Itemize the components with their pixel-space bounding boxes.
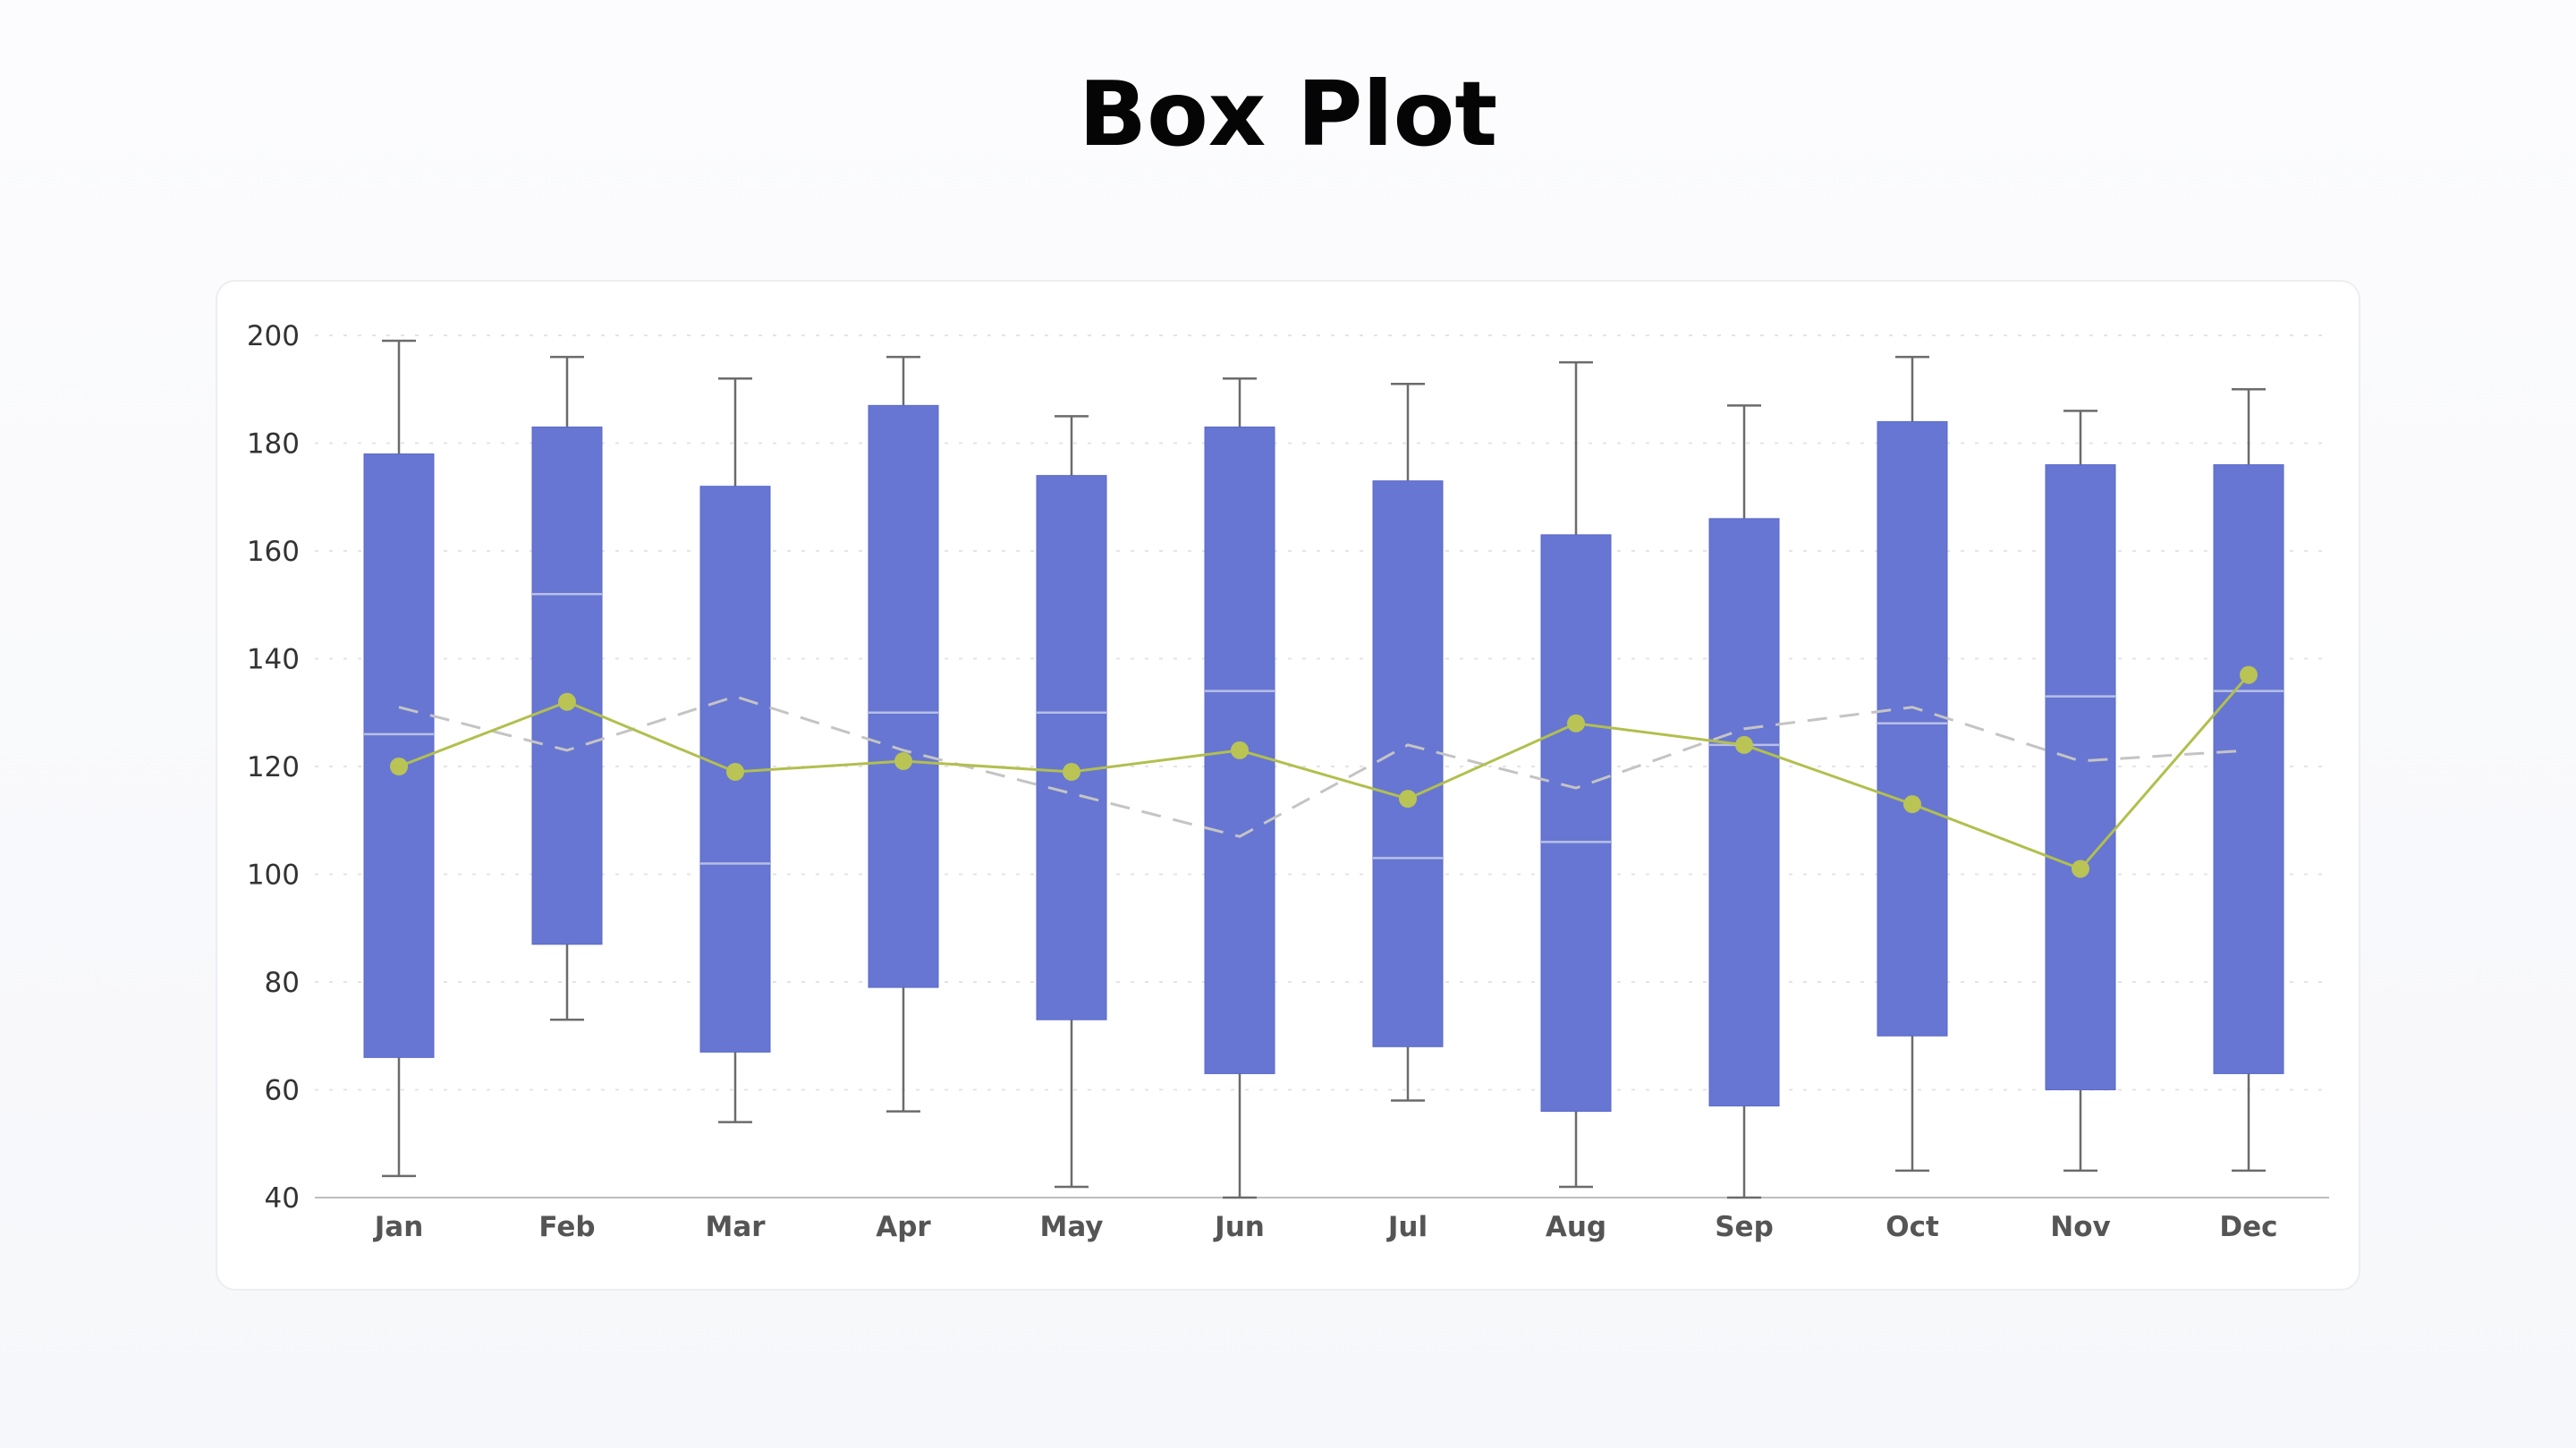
- line-series-point: [1399, 790, 1417, 809]
- x-category-label: May: [1039, 1211, 1103, 1243]
- x-category-label: Jan: [373, 1211, 424, 1243]
- y-tick-label: 100: [247, 859, 300, 892]
- line-series-point: [1063, 763, 1080, 782]
- box-feb: [531, 355, 603, 1021]
- y-tick-label: 140: [247, 644, 300, 676]
- line-series-path: [398, 673, 2250, 871]
- x-category-label: Apr: [876, 1211, 931, 1243]
- boxes: [363, 339, 2284, 1199]
- line-series-point: [390, 758, 408, 775]
- line-series-point: [2240, 665, 2258, 684]
- line-series-point: [1735, 735, 1753, 754]
- box-apr: [868, 355, 939, 1113]
- box-iqr: [363, 453, 435, 1058]
- box-iqr: [1540, 534, 1612, 1113]
- box-jun: [1204, 377, 1275, 1199]
- y-tick-label: 160: [247, 536, 300, 568]
- box-iqr: [868, 404, 939, 988]
- box-may: [1036, 415, 1107, 1189]
- box-iqr: [2045, 464, 2116, 1091]
- box-plot-chart: 40 60 80 100 120 140 160 180 200 Jan Feb Mar Apr May…: [247, 320, 2329, 1243]
- line-series-point: [1231, 741, 1249, 759]
- box-aug: [1540, 360, 1612, 1189]
- box-iqr: [1708, 518, 1780, 1107]
- box-sep: [1708, 404, 1780, 1199]
- box-jul: [1372, 382, 1444, 1102]
- x-axis-category-labels: Jan Feb Mar Apr May Jun Jul Aug Sep Oct Nov Dec: [373, 1211, 2278, 1243]
- line-series-point: [726, 763, 744, 782]
- line-series-point: [1903, 795, 1921, 814]
- x-category-label: Aug: [1546, 1211, 1606, 1243]
- y-tick-label: 40: [265, 1182, 300, 1215]
- line-series-point: [2072, 859, 2089, 878]
- box-nov: [2045, 410, 2116, 1173]
- box-iqr: [1036, 475, 1107, 1020]
- line-series-point: [558, 692, 576, 711]
- x-category-label: Jul: [1386, 1211, 1428, 1243]
- line-series: [390, 665, 2258, 878]
- dashed-series: [398, 695, 2250, 838]
- x-category-label: Oct: [1885, 1211, 1939, 1243]
- dashed-series-line: [398, 695, 2250, 838]
- x-category-label: Jun: [1213, 1211, 1265, 1243]
- x-category-label: Sep: [1715, 1211, 1774, 1243]
- line-series-point: [1567, 714, 1585, 732]
- y-tick-label: 200: [247, 320, 300, 352]
- box-iqr: [1372, 480, 1444, 1047]
- chart-card: 40 60 80 100 120 140 160 180 200 Jan Feb Mar Apr May…: [216, 280, 2360, 1291]
- box-oct: [1877, 355, 1948, 1173]
- box-jan: [363, 339, 435, 1178]
- line-series-point: [894, 751, 912, 770]
- box-dec: [2213, 388, 2284, 1173]
- y-tick-label: 60: [265, 1075, 300, 1107]
- box-iqr: [2213, 464, 2284, 1074]
- y-axis-tick-labels: 40 60 80 100 120 140 160 180 200: [247, 320, 300, 1215]
- x-category-label: Mar: [705, 1211, 766, 1243]
- box-iqr: [1877, 420, 1948, 1037]
- page-title: Box Plot: [1078, 62, 1498, 166]
- y-tick-label: 80: [265, 967, 300, 999]
- y-tick-label: 120: [247, 751, 300, 783]
- y-tick-label: 180: [247, 428, 300, 461]
- box-mar: [699, 377, 771, 1123]
- x-category-label: Dec: [2219, 1211, 2277, 1243]
- x-category-label: Nov: [2050, 1211, 2110, 1243]
- grid-lines: [315, 334, 2329, 1091]
- x-category-label: Feb: [538, 1211, 595, 1243]
- box-iqr: [531, 426, 603, 945]
